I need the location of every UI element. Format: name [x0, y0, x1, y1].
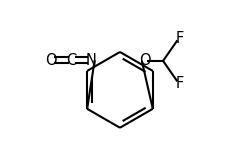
Text: F: F [175, 76, 183, 91]
Text: C: C [66, 53, 77, 68]
Text: N: N [86, 53, 97, 68]
Text: F: F [175, 31, 183, 46]
Text: O: O [45, 53, 57, 68]
Text: O: O [139, 53, 150, 68]
